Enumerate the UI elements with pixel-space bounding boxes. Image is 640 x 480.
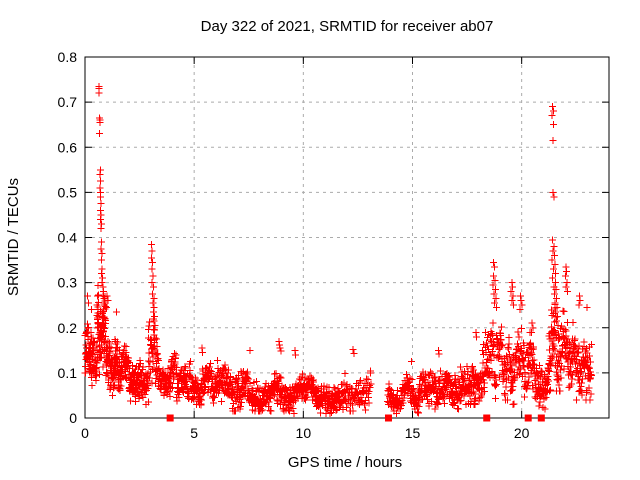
y-tick-label: 0.5 [58, 184, 78, 200]
y-tick-label: 0.2 [58, 320, 78, 336]
x-tick-label: 20 [514, 425, 530, 441]
gridlines [85, 57, 609, 418]
chart-title: Day 322 of 2021, SRMTID for receiver ab0… [201, 18, 494, 35]
x-axis-label: GPS time / hours [288, 454, 402, 471]
y-tick-labels: 0 0.1 0.2 0.3 0.4 0.5 0.6 0.7 0.8 [58, 49, 78, 426]
y-tick-label: 0.3 [58, 275, 78, 291]
srmtid-points-path [81, 83, 595, 417]
gap-marker-squares [166, 414, 545, 422]
gridline-path [85, 57, 609, 418]
x-tick-label: 0 [81, 425, 89, 441]
y-tick-label: 0 [69, 410, 77, 426]
y-axis-label: SRMTID / TECUs [5, 178, 22, 296]
y-tick-label: 0.7 [58, 94, 78, 110]
x-tick-label: 5 [190, 425, 198, 441]
gap-marker-square [537, 414, 545, 422]
x-tick-label: 10 [296, 425, 312, 441]
gap-marker-square [524, 414, 532, 422]
data-points [81, 83, 595, 417]
y-tick-label: 0.8 [58, 49, 78, 65]
gap-marker-square [166, 414, 174, 422]
x-tick-labels: 0 5 10 15 20 [81, 425, 530, 441]
gap-marker-square [483, 414, 491, 422]
y-tick-label: 0.1 [58, 365, 78, 381]
x-tick-label: 15 [405, 425, 421, 441]
y-tick-label: 0.4 [58, 230, 78, 246]
y-tick-label: 0.6 [58, 139, 78, 155]
gap-marker-square [384, 414, 392, 422]
